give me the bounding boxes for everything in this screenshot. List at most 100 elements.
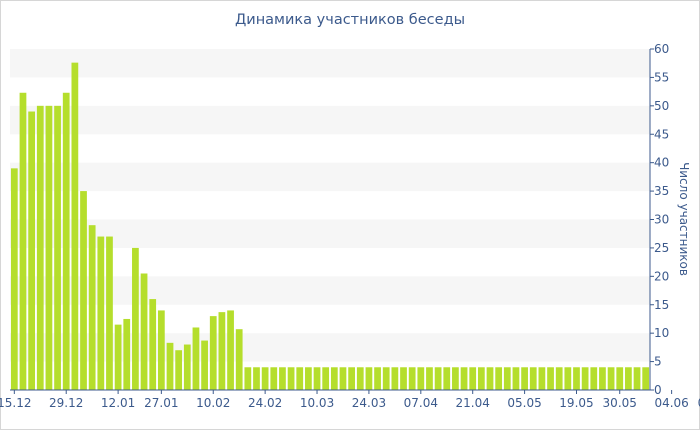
bar bbox=[382, 367, 390, 390]
x-tick-label: 09.06 bbox=[698, 396, 700, 410]
bar bbox=[391, 367, 399, 390]
bar bbox=[132, 247, 139, 390]
bar bbox=[114, 324, 122, 390]
x-tick-label: 04.06 bbox=[654, 396, 688, 410]
bar bbox=[434, 367, 442, 390]
bar bbox=[547, 367, 554, 390]
bar bbox=[512, 367, 520, 390]
bar bbox=[218, 312, 226, 390]
bar-series bbox=[10, 62, 650, 391]
y-tick-label: 25 bbox=[654, 241, 669, 255]
bar bbox=[616, 367, 624, 390]
bar bbox=[192, 327, 200, 390]
y-tick-label: 20 bbox=[654, 269, 669, 283]
x-tick-label: 27.01 bbox=[144, 396, 178, 410]
bar bbox=[625, 367, 632, 390]
grid-band bbox=[10, 49, 650, 78]
y-tick-label: 40 bbox=[654, 156, 669, 170]
bar bbox=[140, 273, 148, 390]
bar bbox=[296, 367, 304, 390]
y-tick-label: 55 bbox=[654, 70, 669, 84]
bar bbox=[45, 105, 53, 390]
bar bbox=[235, 329, 243, 390]
bar bbox=[555, 367, 563, 390]
bar bbox=[54, 105, 61, 390]
bar bbox=[443, 367, 451, 390]
bar bbox=[80, 191, 87, 390]
bar bbox=[374, 367, 381, 390]
bar bbox=[10, 168, 18, 390]
bar bbox=[149, 299, 157, 390]
bar bbox=[529, 367, 537, 390]
y-tick-label: 60 bbox=[654, 42, 669, 56]
bar bbox=[365, 367, 373, 390]
bar bbox=[106, 236, 113, 390]
y-tick-label: 10 bbox=[654, 326, 669, 340]
bar bbox=[175, 350, 183, 390]
x-tick-label: 29.12 bbox=[49, 396, 83, 410]
bar bbox=[356, 367, 364, 390]
bar bbox=[599, 367, 606, 390]
bar bbox=[503, 367, 511, 390]
grid-band bbox=[10, 105, 650, 135]
y-tick-label: 15 bbox=[654, 298, 669, 312]
bar bbox=[590, 367, 598, 390]
y-tick-label: 30 bbox=[654, 213, 669, 227]
bar bbox=[581, 367, 589, 390]
bar bbox=[348, 367, 355, 390]
x-tick-label: 15.12 bbox=[0, 396, 32, 410]
bar bbox=[477, 367, 485, 390]
grid-band bbox=[10, 333, 650, 362]
bar bbox=[469, 367, 477, 390]
y-tick-label: 5 bbox=[654, 355, 662, 369]
y-axis-label: Число участников bbox=[677, 162, 691, 276]
bar bbox=[19, 92, 27, 390]
x-tick-label: 24.02 bbox=[248, 396, 282, 410]
bar bbox=[521, 367, 528, 390]
bar bbox=[71, 62, 79, 390]
bar bbox=[157, 310, 165, 390]
bar bbox=[36, 105, 44, 390]
bar bbox=[313, 367, 321, 390]
grid-band bbox=[10, 219, 650, 248]
bar bbox=[330, 367, 338, 390]
bar bbox=[564, 367, 572, 390]
bar bbox=[322, 367, 330, 390]
y-tick-label: 45 bbox=[654, 127, 669, 141]
chart-title: Динамика участников беседы bbox=[234, 12, 466, 28]
y-tick-label: 35 bbox=[654, 184, 669, 198]
bar bbox=[633, 367, 641, 390]
bar bbox=[244, 367, 252, 390]
bar bbox=[400, 367, 407, 390]
bar bbox=[270, 367, 278, 390]
x-tick-label: 30.05 bbox=[603, 396, 637, 410]
bar bbox=[209, 316, 217, 390]
x-tick-label: 19.05 bbox=[559, 396, 593, 410]
bar bbox=[88, 225, 96, 390]
x-tick-label: 24.03 bbox=[352, 396, 386, 410]
bar bbox=[417, 367, 425, 390]
bar bbox=[166, 342, 174, 390]
bar bbox=[97, 236, 105, 390]
bar bbox=[279, 367, 286, 390]
x-ticks: 15.12 29.12 12.01 27.01 10.02 24.02 10.03 24.03… bbox=[0, 390, 700, 410]
bar bbox=[538, 367, 546, 390]
bar bbox=[28, 111, 35, 391]
bar bbox=[305, 367, 312, 390]
bar bbox=[607, 367, 615, 390]
bar bbox=[426, 367, 433, 390]
bar bbox=[201, 340, 208, 390]
bar bbox=[253, 367, 260, 390]
x-tick-label: 10.03 bbox=[300, 396, 334, 410]
grid-bands bbox=[10, 49, 650, 362]
bar bbox=[642, 367, 650, 390]
x-tick-label: 12.01 bbox=[101, 396, 135, 410]
x-tick-label: 07.04 bbox=[404, 396, 438, 410]
bar bbox=[62, 92, 70, 390]
x-tick-label: 21.04 bbox=[456, 396, 490, 410]
bar bbox=[408, 367, 416, 390]
bar bbox=[287, 367, 295, 390]
y-tick-label: 0 bbox=[654, 383, 662, 397]
bar bbox=[486, 367, 494, 390]
